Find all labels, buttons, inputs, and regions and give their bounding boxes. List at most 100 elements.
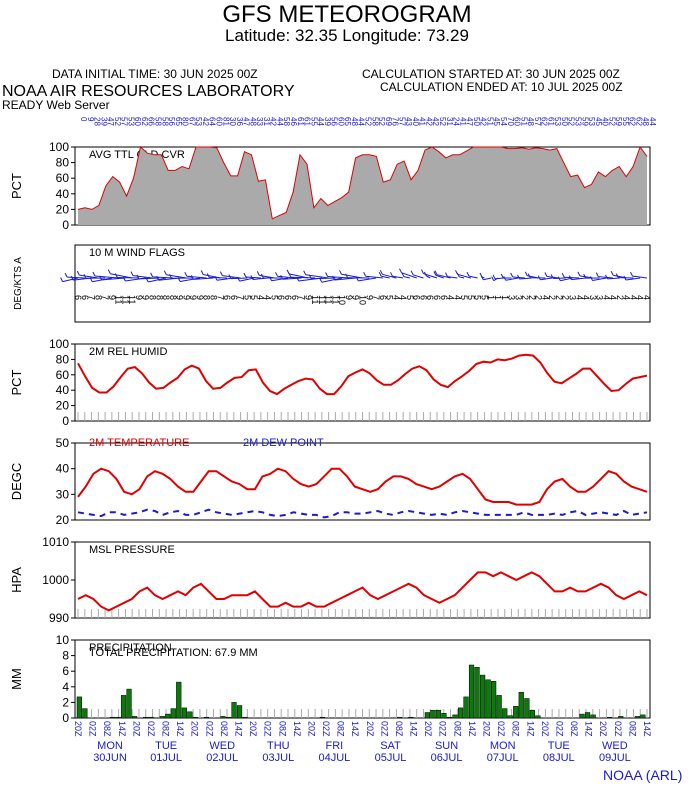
y-tick-label: 40 (56, 383, 70, 397)
cloud-top-label: 58 (282, 117, 291, 126)
wind-barb (282, 277, 302, 280)
cloud-line (77, 145, 648, 220)
wind-barb (447, 276, 458, 279)
wind-feather (250, 275, 254, 280)
wind-feather (623, 275, 627, 281)
y-axis-label: HPA (9, 567, 24, 593)
cloud-top-label: 41 (458, 117, 467, 126)
wind-feather (537, 275, 541, 280)
wind-feather (595, 272, 599, 277)
wind-speed-label: 11 (114, 295, 124, 304)
wind-speed-label: 9 (181, 295, 191, 300)
precip-bar (590, 714, 596, 719)
wind-feather (319, 277, 323, 283)
wind-barb (607, 277, 620, 280)
cloud-top-label: 65 (343, 117, 352, 126)
day-date: 03JUL (262, 752, 294, 764)
hour-label: 02Z (379, 721, 389, 737)
cloud-top-label: 47 (242, 117, 251, 126)
cloud-top-label: 39 (323, 117, 332, 126)
wind-speed-label: 2 (615, 295, 625, 300)
precip-bar (468, 664, 475, 719)
cloud-top-label: 57 (533, 117, 542, 126)
cloud-top-label: 61 (546, 117, 555, 126)
wind-speed-label: 4 (601, 295, 611, 300)
precip-bar (115, 716, 121, 719)
wind-speed-label: 4 (263, 295, 273, 300)
hour-label: 08Z (394, 721, 404, 737)
day-of-week: TUE (548, 740, 570, 752)
cloud-top-label: 50 (472, 117, 481, 126)
cloud-top-label: 57 (120, 117, 129, 126)
y-tick-label: 20 (56, 399, 70, 413)
wind-speed-label: 5 (479, 295, 489, 300)
wind-barb (436, 274, 451, 279)
wind-feather (510, 272, 514, 278)
wind-speed-label: 1 (493, 295, 503, 300)
day-of-week: FRI (326, 740, 344, 752)
cloud-top-label: 53 (574, 117, 583, 126)
wind-speed-label: 7 (215, 295, 225, 300)
hour-label: 02Z (88, 721, 98, 737)
wind-speed-label: 5 (385, 295, 395, 300)
cloud-top-label: 28 (93, 117, 102, 126)
precip-bar (463, 696, 469, 719)
wind-speed-label: 11 (324, 295, 334, 304)
y-tick-label: 20 (56, 513, 70, 527)
cloud-top-label: 53 (587, 117, 596, 126)
wind-feather (163, 270, 167, 275)
wind-barb (180, 277, 201, 282)
wind-feather (184, 271, 188, 277)
wind-feather (561, 272, 565, 278)
wind-barb (67, 276, 85, 279)
wind-feather (544, 272, 548, 277)
wind-barb (358, 277, 377, 282)
cloud-top-label: 61 (296, 117, 305, 126)
cloud-top-label: 30 (228, 117, 237, 126)
wind-speed-label: 8 (161, 295, 171, 300)
precip-bar (120, 695, 127, 719)
wind-barb (311, 277, 336, 280)
hour-label: 02Z (496, 721, 506, 737)
wind-barb (138, 277, 160, 280)
y-tick-label: 8 (62, 649, 69, 663)
precip-bar (236, 705, 243, 719)
precip-bar (485, 679, 491, 719)
wind-speed-label: 11 (310, 295, 320, 304)
wind-barb (365, 275, 383, 279)
cloud-top-label: 57 (397, 117, 406, 126)
wind-barb (459, 276, 465, 279)
panel-title: 2M REL HUMID (89, 346, 167, 358)
wind-feather (219, 271, 223, 276)
wind-barb (564, 276, 580, 279)
dewpoint-title: 2M DEW POINT (243, 437, 324, 449)
wind-feather (214, 276, 218, 281)
wind-feather (243, 272, 247, 278)
y-tick-label: 1000 (42, 573, 69, 587)
wind-speed-label: 2 (534, 295, 544, 300)
y-axis-label: PCT (9, 369, 24, 395)
wind-barb (209, 277, 228, 279)
wind-barb (426, 275, 431, 279)
precip-bar (474, 667, 480, 719)
cloud-top-label: 60 (133, 117, 142, 126)
panel-title: AVG TTL CLD CVR (89, 149, 185, 161)
wind-speed-label: 4 (391, 295, 401, 300)
cloud-top-label: 60 (336, 117, 345, 126)
hour-label: 08Z (102, 721, 112, 737)
wind-feather (130, 271, 134, 276)
cloud-top-label: 40 (411, 117, 420, 126)
wind-barb (62, 277, 79, 283)
panel-frame (74, 244, 651, 323)
y-tick-label: 40 (56, 187, 70, 201)
wind-barb (592, 277, 607, 281)
cloud-top-label: 48 (526, 117, 535, 126)
precip-bar (181, 707, 187, 719)
cloud-top-label: 48 (350, 117, 359, 126)
wind-speed-label: 2 (561, 295, 571, 300)
wind-speed-label: 11 (120, 295, 130, 304)
hour-label: 20Z (540, 721, 550, 737)
calculation-started: CALCULATION STARTED AT: 30 JUN 2025 00Z (362, 67, 620, 81)
hour-label: 02Z (555, 721, 565, 737)
wind-feather (363, 271, 367, 277)
